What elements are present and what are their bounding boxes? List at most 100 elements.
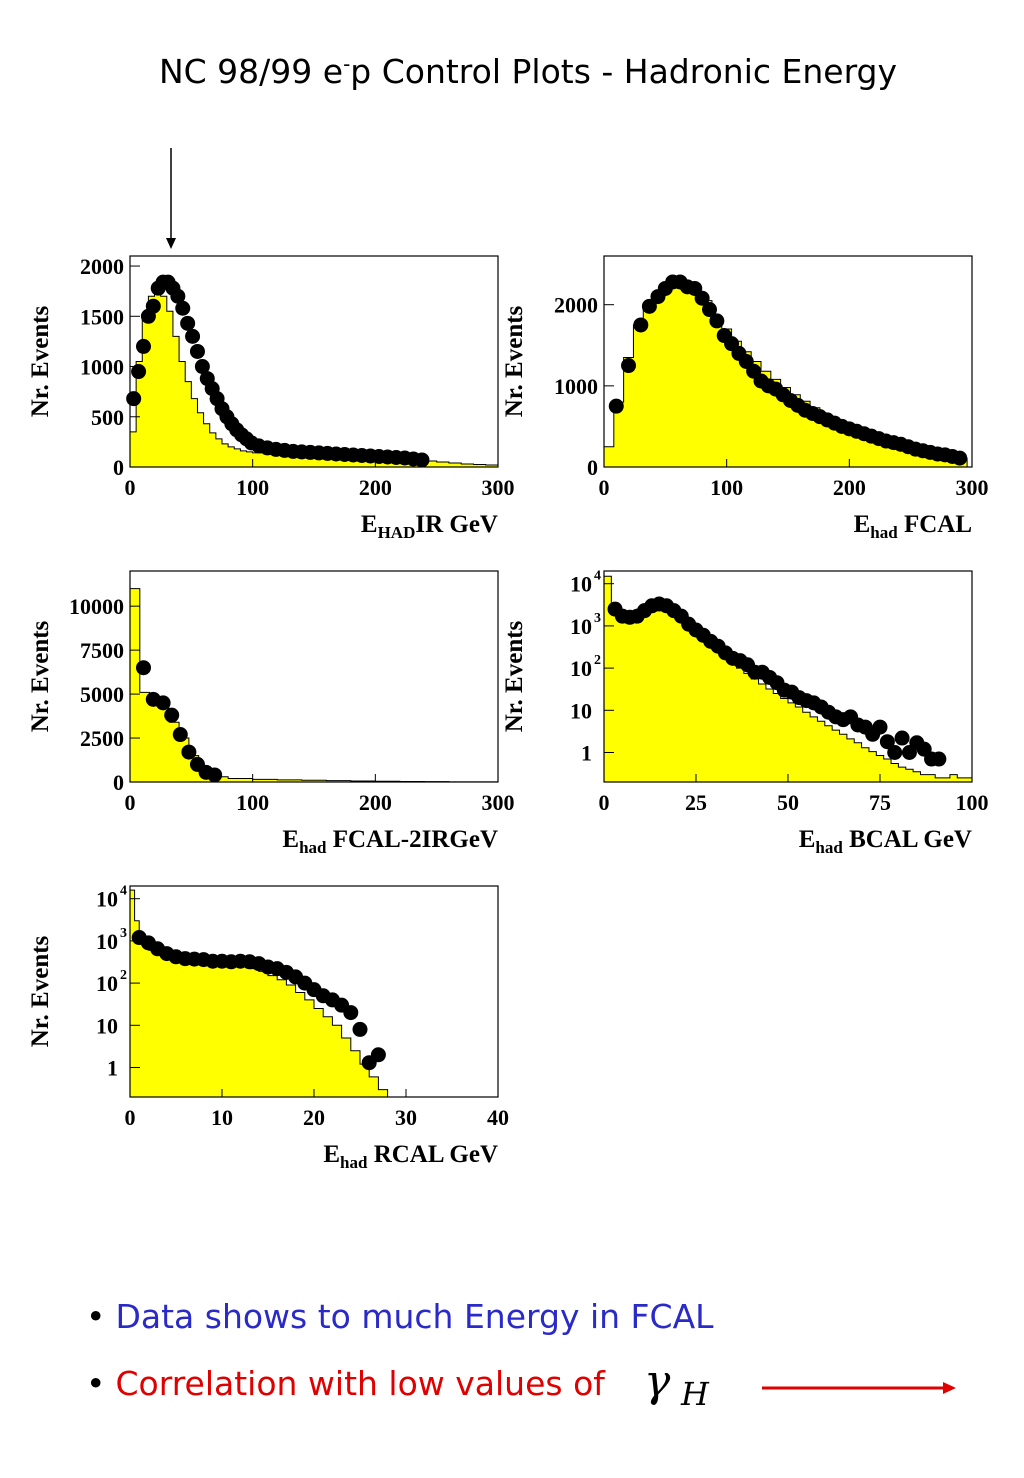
x-axis-label: Ehad BCAL GeV: [799, 826, 972, 857]
y-tick-label: 10: [96, 971, 118, 996]
x-tick-label: 10: [211, 1105, 233, 1130]
data-point: [894, 730, 910, 746]
gamma-symbol: γ: [644, 1356, 671, 1407]
y-tick-label: 7500: [80, 638, 124, 663]
x-axis-label: EHADIR GeV: [361, 511, 498, 542]
data-point: [181, 744, 197, 760]
x-axis-label: Ehad RCAL GeV: [323, 1141, 498, 1172]
data-point: [872, 719, 888, 735]
data-point: [135, 660, 151, 676]
y-tick-exponent: 2: [594, 653, 601, 668]
y-tick-label: 10: [570, 698, 592, 723]
chart-panel-2: 0 100 200 300 0 1000 2000 Nr. Events Ehad FCAL: [501, 255, 989, 542]
chart-panel-1: 0 100 200 300 0 500 1000 1500 2000 Nr. Events EHAD…: [27, 254, 515, 542]
data-point: [135, 338, 151, 354]
plot-frame: [603, 255, 973, 468]
x-tick-label: 300: [482, 475, 515, 500]
y-tick-label: 1500: [80, 304, 124, 329]
y-tick-label: 10: [96, 1013, 118, 1038]
data-point: [370, 1047, 386, 1063]
data-point: [709, 313, 725, 329]
y-tick-label: 0: [587, 455, 598, 480]
page-title: NC 98/99 e-p Control Plots - Hadronic En…: [158, 52, 898, 91]
y-tick-label: 1000: [80, 355, 124, 380]
y-tick-label: 0: [113, 455, 124, 480]
x-tick-label: 300: [956, 475, 989, 500]
y-tick-label: 2500: [80, 726, 124, 751]
data-point: [185, 328, 201, 344]
data-point: [952, 450, 968, 466]
x-tick-label: 200: [359, 475, 392, 500]
y-tick-label: 10: [96, 887, 118, 912]
chart-panel-3: 0 100 200 300 0 2500 5000 7500 10000 Nr. Events Eh…: [27, 570, 515, 857]
data-point: [175, 300, 191, 316]
x-tick-label: 100: [710, 475, 743, 500]
y-axis-label: Nr. Events: [27, 305, 54, 417]
mc-histogram: [603, 283, 968, 468]
y-tick-exponent: 3: [594, 611, 601, 626]
data-point: [887, 745, 903, 761]
data-point: [189, 343, 205, 359]
y-tick-label: 0: [113, 770, 124, 795]
y-axis-label: Nr. Events: [27, 620, 54, 732]
y-axis-label: Nr. Events: [501, 305, 528, 417]
x-tick-label: 100: [236, 475, 269, 500]
data-point: [641, 298, 657, 314]
y-tick-label: 1000: [554, 374, 598, 399]
data-point: [633, 317, 649, 333]
data-point: [352, 1021, 368, 1037]
x-tick-label: 0: [599, 790, 610, 815]
annotation-arrow-down: [166, 148, 176, 249]
y-tick-exponent: 4: [594, 569, 601, 584]
y-tick-label: 1: [581, 741, 592, 766]
data-point: [207, 767, 223, 783]
y-tick-label: 500: [91, 405, 124, 430]
x-tick-label: 0: [125, 475, 136, 500]
x-tick-label: 0: [125, 1105, 136, 1130]
y-axis-label: Nr. Events: [501, 620, 528, 732]
y-tick-label: 2000: [80, 254, 124, 279]
x-tick-label: 30: [395, 1105, 417, 1130]
x-tick-label: 300: [482, 790, 515, 815]
x-tick-label: 0: [599, 475, 610, 500]
x-tick-label: 50: [777, 790, 799, 815]
data-point: [194, 359, 210, 375]
data-point: [414, 452, 430, 468]
y-tick-exponent: 4: [120, 884, 127, 899]
x-tick-label: 100: [956, 790, 989, 815]
x-axis-label: Ehad FCAL-2IRGeV: [282, 826, 498, 857]
data-point: [145, 298, 161, 314]
x-tick-label: 20: [303, 1105, 325, 1130]
y-tick-label: 1: [107, 1056, 118, 1081]
bullet-2: • Correlation with low values of: [86, 1364, 605, 1403]
x-tick-label: 40: [487, 1105, 509, 1130]
y-tick-label: 10000: [69, 594, 124, 619]
x-tick-label: 25: [685, 790, 707, 815]
data-point: [694, 290, 710, 306]
y-tick-exponent: 2: [120, 968, 127, 983]
data-point: [170, 288, 186, 304]
data-point: [131, 364, 147, 380]
data-point: [164, 707, 180, 723]
y-tick-label: 2000: [554, 293, 598, 318]
data-point: [879, 734, 895, 750]
data-point: [343, 1005, 359, 1021]
x-tick-label: 0: [125, 790, 136, 815]
x-tick-label: 100: [236, 790, 269, 815]
x-tick-label: 200: [833, 475, 866, 500]
y-tick-label: 10: [570, 572, 592, 597]
y-tick-label: 10: [570, 614, 592, 639]
data-point: [701, 302, 717, 318]
y-tick-exponent: 3: [120, 926, 127, 941]
y-tick-label: 10: [96, 929, 118, 954]
x-tick-label: 75: [869, 790, 891, 815]
x-axis-label: Ehad FCAL: [854, 511, 972, 542]
x-tick-label: 200: [359, 790, 392, 815]
data-point: [608, 398, 624, 414]
y-tick-label: 10: [570, 656, 592, 681]
gamma-subscript: H: [681, 1375, 709, 1413]
y-axis-label: Nr. Events: [27, 935, 54, 1047]
